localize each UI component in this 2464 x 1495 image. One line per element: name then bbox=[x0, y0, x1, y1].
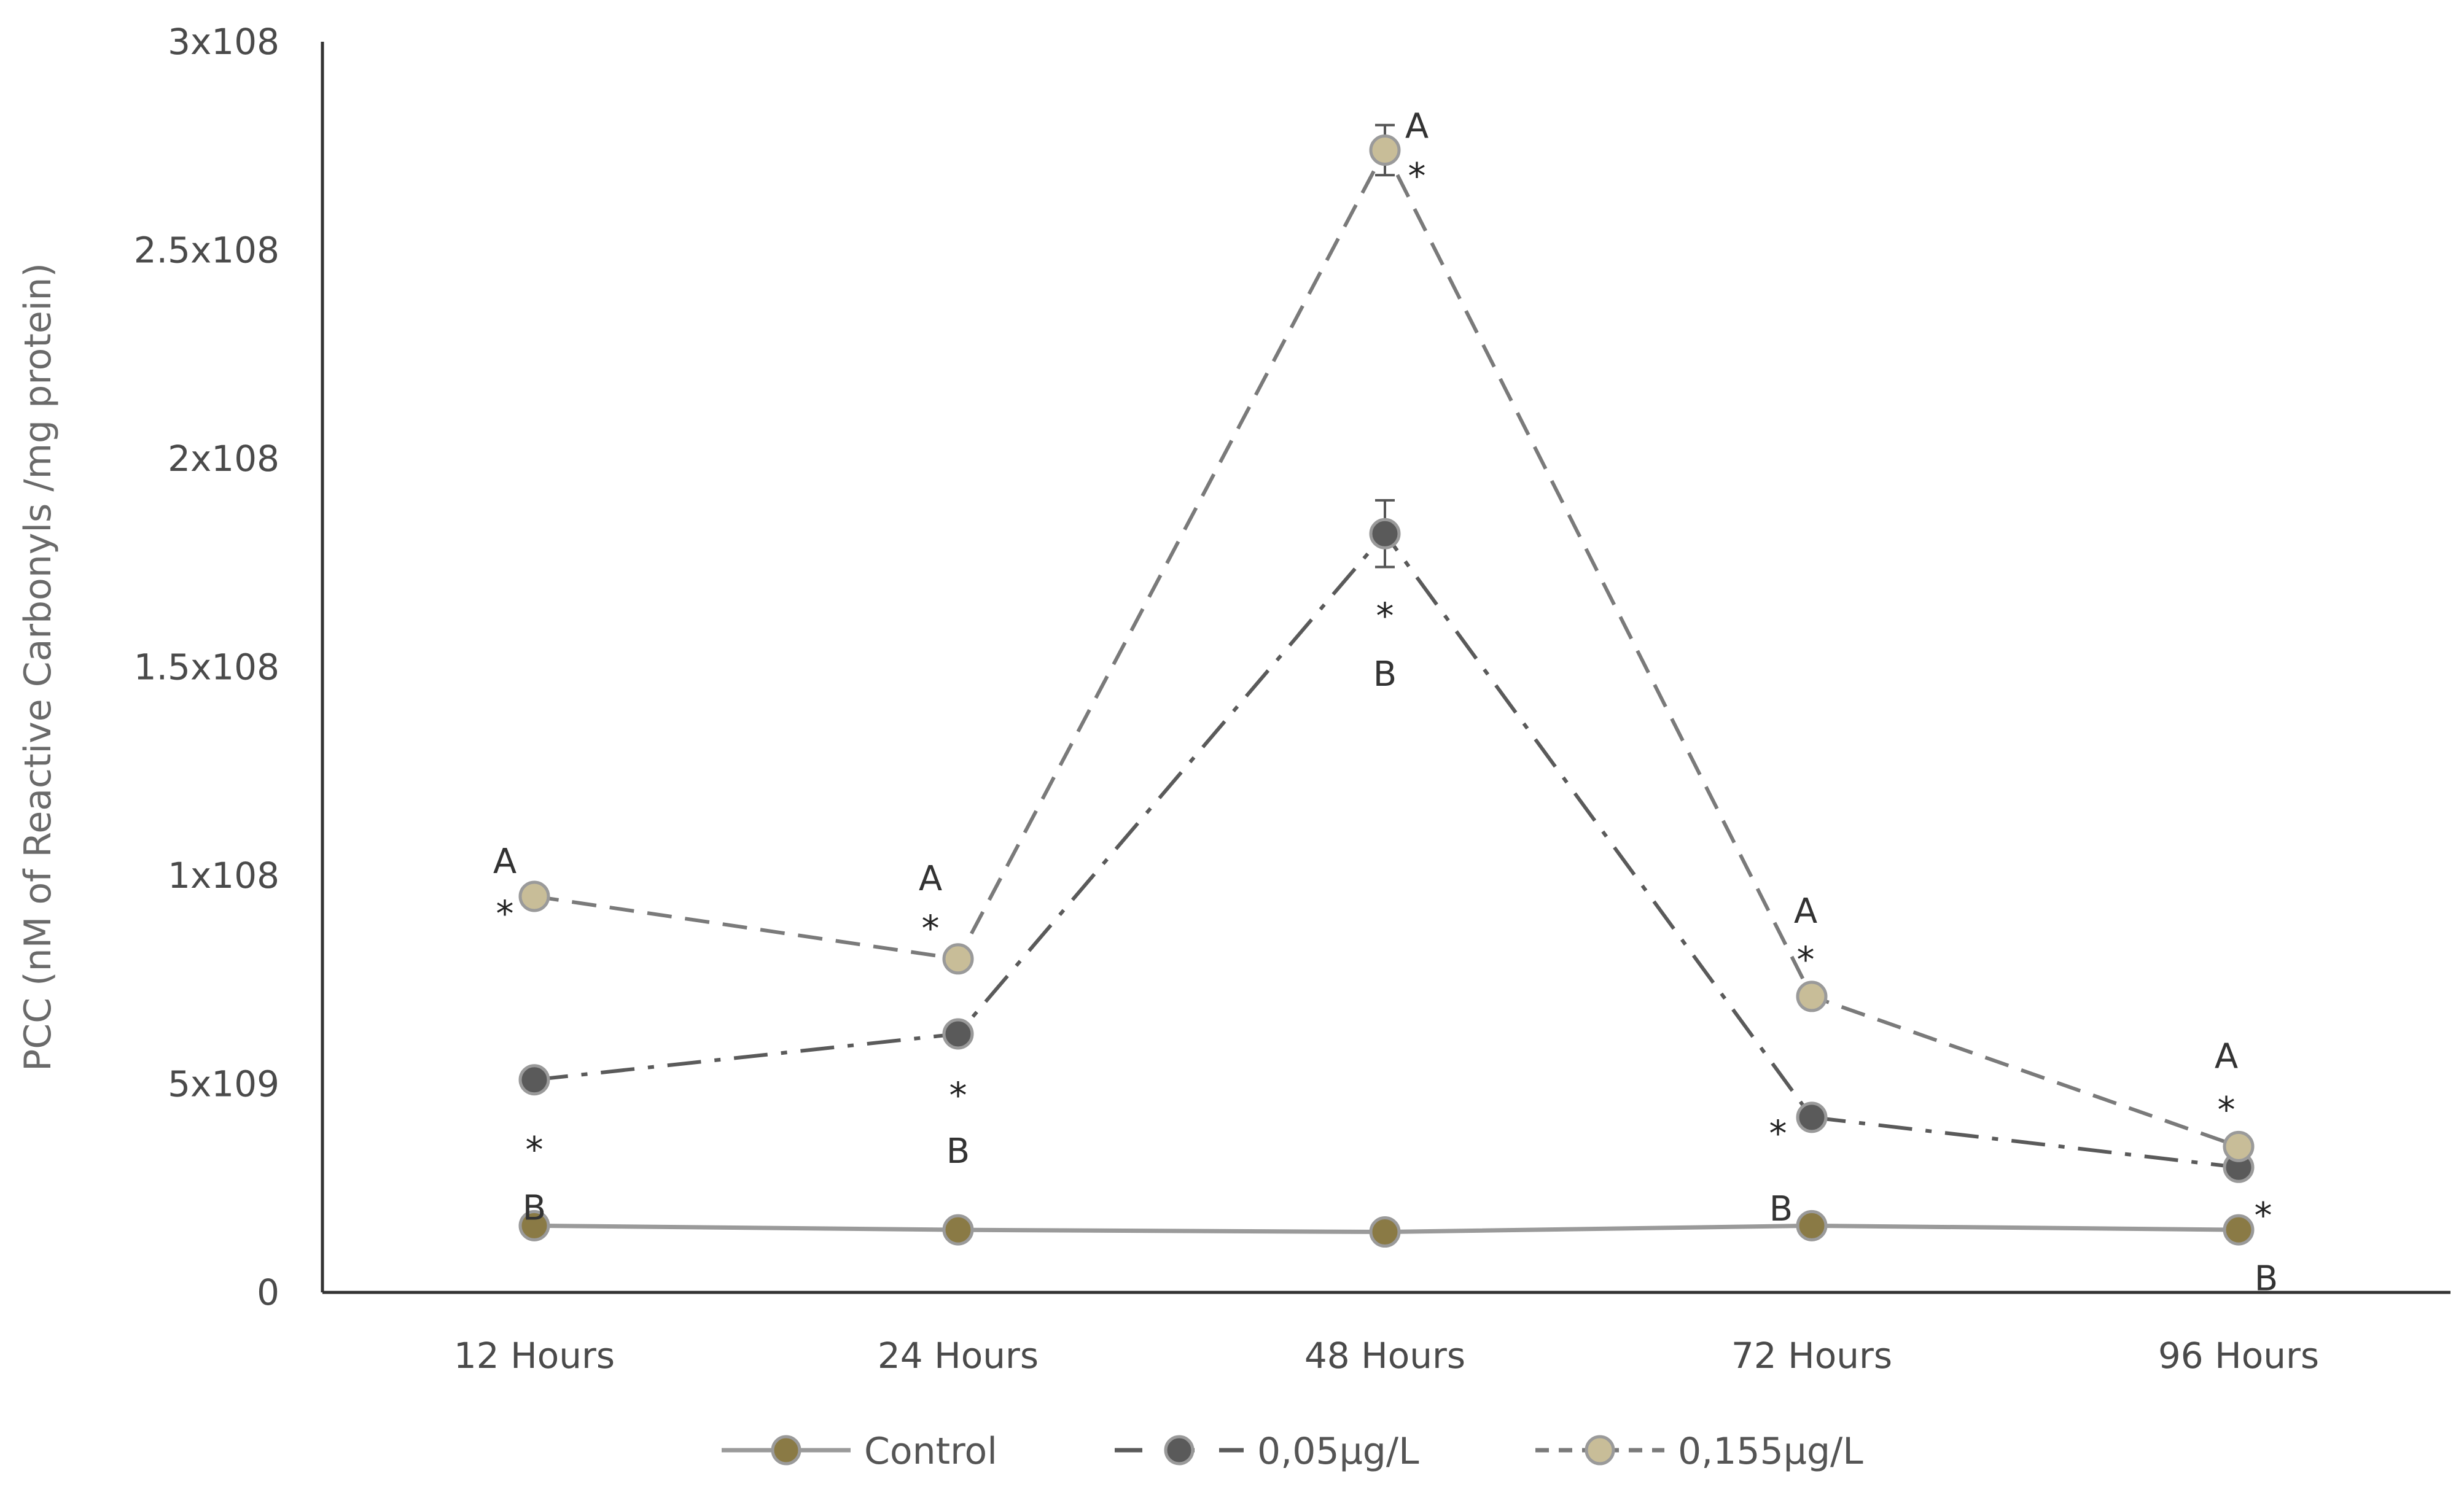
x-tick-label-12-hours: 12 Hours bbox=[454, 1335, 615, 1377]
point-control-72-hours bbox=[1796, 1210, 1828, 1241]
series-0-05-g-l bbox=[518, 499, 2255, 1183]
group-letter-0-155-g-l-24-hours: A bbox=[919, 859, 942, 899]
y-axis-label: PCC (nM of Reactive Carbonyls /mg protei… bbox=[17, 263, 60, 1071]
y-tick-label-2: 1x108 bbox=[168, 855, 279, 896]
chart-legend: Control 0,05µg/L 0,155µg/L bbox=[722, 1430, 1863, 1473]
group-letter-0-05-g-l-72-hours: B bbox=[1769, 1189, 1793, 1229]
group-letter-0-05-g-l-96-hours: B bbox=[2255, 1259, 2278, 1299]
series-layer bbox=[518, 123, 2255, 1248]
series-0-155-g-l bbox=[518, 123, 2255, 1162]
point-control-96-hours bbox=[2223, 1214, 2255, 1246]
legend-entry-control: Control bbox=[722, 1430, 997, 1473]
significance-star-0-05-g-l-72-hours: * bbox=[1769, 1113, 1787, 1154]
significance-star-0-155-g-l-12-hours: * bbox=[496, 893, 514, 934]
x-tick-label-48-hours: 48 Hours bbox=[1304, 1335, 1465, 1377]
y-tick-label-5: 2.5x108 bbox=[134, 230, 279, 271]
x-tick-label-96-hours: 96 Hours bbox=[2158, 1335, 2319, 1377]
y-axis-ticks: 0 5x109 1x108 1.5x108 2x108 2.5x108 3x108 bbox=[134, 21, 279, 1313]
point-0-155-g-l-96-hours bbox=[2223, 1130, 2255, 1162]
group-letter-0-155-g-l-48-hours: A bbox=[1405, 107, 1429, 147]
group-letter-0-155-g-l-96-hours: A bbox=[2215, 1036, 2238, 1076]
point-0-05-g-l-12-hours bbox=[518, 1064, 550, 1096]
legend-label-control: Control bbox=[864, 1430, 997, 1473]
legend-label-0-05-g-l: 0,05µg/L bbox=[1257, 1430, 1419, 1473]
group-letter-0-155-g-l-12-hours: A bbox=[493, 842, 517, 882]
annotation-layer: * B * B * B * B * B * A * A * A * A * A bbox=[493, 107, 2278, 1299]
significance-star-0-155-g-l-48-hours: * bbox=[1408, 155, 1426, 197]
group-letter-0-155-g-l-72-hours: A bbox=[1794, 891, 1817, 931]
point-0-05-g-l-72-hours bbox=[1796, 1101, 1828, 1133]
point-0-155-g-l-24-hours bbox=[942, 943, 974, 975]
legend-swatch-marker-0-155-g-l bbox=[1585, 1435, 1615, 1466]
y-tick-label-3: 1.5x108 bbox=[134, 647, 279, 688]
point-control-24-hours bbox=[942, 1214, 974, 1246]
significance-star-0-155-g-l-24-hours: * bbox=[922, 907, 940, 949]
group-letter-0-05-g-l-24-hours: B bbox=[946, 1132, 970, 1171]
legend-entry-0-05-g-l: 0,05µg/L bbox=[1115, 1430, 1419, 1473]
series-control bbox=[518, 1210, 2255, 1248]
y-tick-label-1: 5x109 bbox=[168, 1063, 279, 1105]
point-0-05-g-l-48-hours bbox=[1369, 518, 1401, 549]
point-0-155-g-l-48-hours bbox=[1369, 134, 1401, 166]
group-letter-0-05-g-l-48-hours: B bbox=[1373, 654, 1397, 694]
legend-swatch-marker-0-05-g-l bbox=[1164, 1435, 1195, 1466]
point-control-48-hours bbox=[1369, 1216, 1401, 1248]
significance-star-0-05-g-l-48-hours: * bbox=[1376, 595, 1394, 637]
group-letter-0-05-g-l-12-hours: B bbox=[523, 1189, 546, 1229]
legend-swatch-marker-control bbox=[771, 1435, 801, 1466]
legend-label-0-155-g-l: 0,155µg/L bbox=[1678, 1430, 1863, 1473]
x-tick-label-24-hours: 24 Hours bbox=[878, 1335, 1039, 1377]
y-tick-label-6: 3x108 bbox=[168, 21, 279, 63]
significance-star-0-05-g-l-96-hours: * bbox=[2255, 1194, 2272, 1236]
point-0-155-g-l-72-hours bbox=[1796, 980, 1828, 1012]
point-control-12-hours bbox=[518, 1210, 550, 1241]
significance-star-0-05-g-l-12-hours: * bbox=[526, 1129, 544, 1171]
significance-star-0-155-g-l-72-hours: * bbox=[1797, 939, 1815, 980]
significance-star-0-05-g-l-24-hours: * bbox=[949, 1074, 967, 1116]
series-line-0-155-g-l bbox=[534, 146, 2239, 1149]
x-tick-label-72-hours: 72 Hours bbox=[1731, 1335, 1892, 1377]
legend-entry-0-155-g-l: 0,155µg/L bbox=[1535, 1430, 1863, 1473]
point-0-155-g-l-12-hours bbox=[518, 880, 550, 912]
significance-star-0-155-g-l-96-hours: * bbox=[2218, 1089, 2236, 1130]
y-tick-label-0: 0 bbox=[257, 1272, 279, 1313]
y-tick-label-4: 2x108 bbox=[168, 438, 279, 480]
x-axis-ticks: 12 Hours 24 Hours 48 Hours 72 Hours 96 Hours bbox=[454, 1335, 2319, 1377]
point-0-05-g-l-24-hours bbox=[942, 1018, 974, 1050]
